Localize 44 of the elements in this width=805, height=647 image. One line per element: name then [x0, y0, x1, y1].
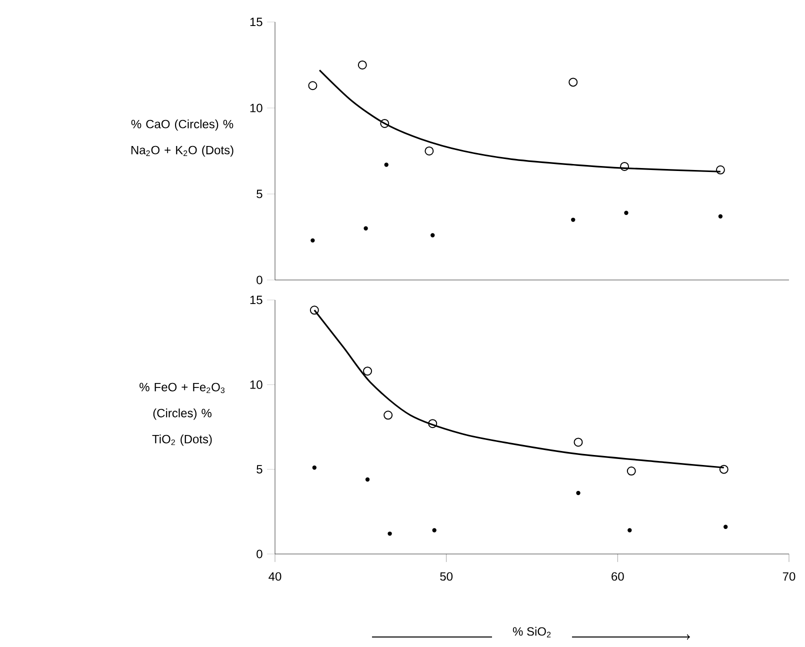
point	[384, 410, 393, 420]
point	[571, 218, 576, 222]
point	[358, 60, 367, 70]
y-tick-label: 15	[250, 296, 262, 304]
x-tick-label: 60	[612, 572, 624, 581]
point	[312, 466, 317, 470]
y-tick-label: 5	[256, 190, 262, 198]
y-tick-label: 0	[256, 550, 262, 558]
x-tick-label: 40	[268, 572, 282, 581]
point	[574, 438, 583, 447]
text: % CaO (Circles) % Na$_{2}$O + K$_{2}$O (Dots)	[131, 120, 234, 157]
point	[719, 464, 728, 474]
point	[716, 165, 725, 174]
y-tick-label: 15	[250, 18, 262, 26]
point	[424, 146, 434, 156]
point	[724, 524, 728, 529]
point	[380, 118, 390, 128]
text: % FeO + Fe$_{2}$O$_{3}$ (Circles) % TiO$_{2}$ (Dots)	[140, 382, 225, 446]
point	[310, 238, 315, 243]
point	[384, 162, 388, 167]
point	[308, 81, 318, 90]
point	[363, 366, 372, 376]
point	[628, 528, 632, 532]
point	[310, 306, 319, 315]
point	[624, 210, 628, 216]
y-tick-label: 10	[250, 380, 262, 389]
y-tick-label: 0	[256, 276, 262, 284]
line-series	[318, 69, 722, 172]
point	[364, 226, 368, 230]
point	[718, 214, 723, 218]
y-tick-label: 10	[250, 104, 262, 112]
x-tick-label: 70	[782, 572, 796, 581]
point	[626, 466, 636, 476]
y-tick-label: 5	[256, 465, 262, 474]
point	[620, 162, 630, 171]
x-axis-title: % SiO$_{2}$	[512, 626, 551, 638]
point	[576, 490, 580, 496]
point	[388, 532, 392, 536]
point	[365, 477, 370, 482]
x-tick-label: 50	[440, 572, 453, 581]
point	[430, 233, 435, 238]
point	[428, 419, 438, 428]
point	[432, 528, 436, 532]
point	[568, 78, 578, 87]
